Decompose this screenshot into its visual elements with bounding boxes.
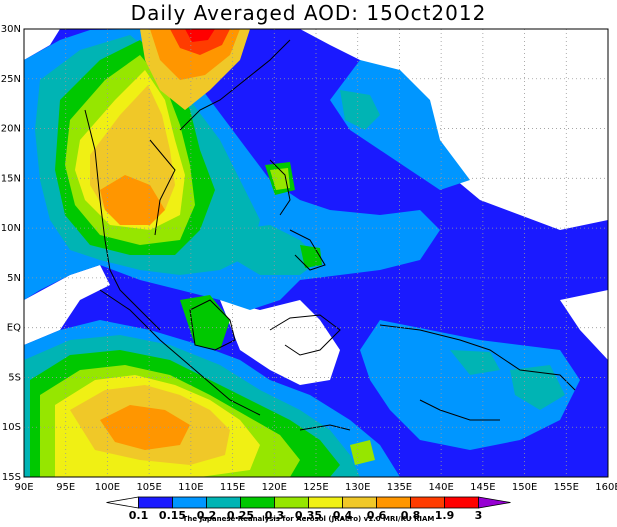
lon-tick-label: 95E: [56, 482, 75, 493]
lat-tick-label: 15N: [1, 173, 21, 184]
lon-tick-label: 155E: [554, 482, 579, 493]
aod-0.8-regions: [170, 29, 230, 55]
lon-tick-label: 125E: [303, 482, 328, 493]
colorbar-box: [138, 496, 173, 509]
colorbar-box: [376, 496, 411, 509]
colorbar-box: [410, 496, 445, 509]
plot-frame: [23, 28, 609, 478]
colorbar: 0.1 0.15 0.2 0.25 0.3 0.35 0.4 0.6 0.8 1.9 3: [106, 496, 511, 522]
colorbar-level-label: 0.25: [227, 509, 254, 522]
lat-tick-label: 30N: [1, 24, 21, 35]
colorbar-over-triangle: [478, 496, 511, 509]
lon-tick-labels: 90E 95E 100E 105E 110E 115E 120E 125E 130E 135E 14…: [14, 482, 617, 493]
lon-tick-label: 105E: [136, 482, 161, 493]
lon-tick-label: 120E: [262, 482, 287, 493]
colorbar-box: [444, 496, 479, 509]
colorbar-level-label: 0.2: [197, 509, 217, 522]
lon-tick-label: 150E: [512, 482, 537, 493]
lat-tick-label: 15S: [2, 472, 21, 483]
lon-tick-label: 115E: [220, 482, 245, 493]
lat-tick-label: EQ: [7, 323, 21, 334]
lon-tick-label: 90E: [14, 482, 33, 493]
lon-tick-label: 130E: [345, 482, 370, 493]
coastlines: [84, 39, 576, 431]
colorbar-level-label: 1.9: [435, 509, 455, 522]
colorbar-level-label: 0.6: [367, 509, 387, 522]
colorbar-level-label: 0.8: [401, 509, 421, 522]
lon-tick-label: 160E: [595, 482, 617, 493]
lat-tick-label: 5S: [8, 372, 21, 383]
lon-tick-label: 140E: [428, 482, 453, 493]
colorbar-level-label: 0.15: [159, 509, 186, 522]
colorbar-box: [206, 496, 241, 509]
lat-tick-label: 10S: [2, 422, 21, 433]
lon-tick-label: 135E: [387, 482, 412, 493]
lat-tick-label: 10N: [1, 223, 21, 234]
lat-tick-labels: 30N 25N 20N 15N 10N 5N EQ 5S 10S 15S: [1, 24, 21, 483]
aod-1.9-regions: [185, 29, 215, 42]
lat-tick-label: 5N: [7, 273, 21, 284]
colorbar-box: [274, 496, 309, 509]
lat-tick-label: 20N: [1, 124, 21, 135]
lon-tick-label: 110E: [178, 482, 203, 493]
aod-0.6-regions: [100, 29, 240, 450]
credit-line: The Japanese Reanalysis for Aerosol (JRA…: [182, 515, 435, 523]
colorbar-box: [172, 496, 207, 509]
colorbar-level-label: 0.3: [265, 509, 285, 522]
colorbar-level-label: 0.35: [295, 509, 322, 522]
colorbar-box: [342, 496, 377, 509]
colorbar-box: [240, 496, 275, 509]
map-title: Daily Averaged AOD: 15Oct2012: [130, 1, 487, 25]
colorbar-level-label: 0.1: [129, 509, 149, 522]
lon-tick-label: 100E: [95, 482, 120, 493]
colorbar-box: [308, 496, 343, 509]
lat-tick-label: 25N: [1, 74, 21, 85]
lon-tick-label: 145E: [470, 482, 495, 493]
colorbar-level-label: 3: [475, 509, 483, 522]
colorbar-level-label: 0.4: [333, 509, 353, 522]
lat-lon-grid: [24, 29, 608, 477]
colorbar-under-triangle: [106, 496, 139, 509]
